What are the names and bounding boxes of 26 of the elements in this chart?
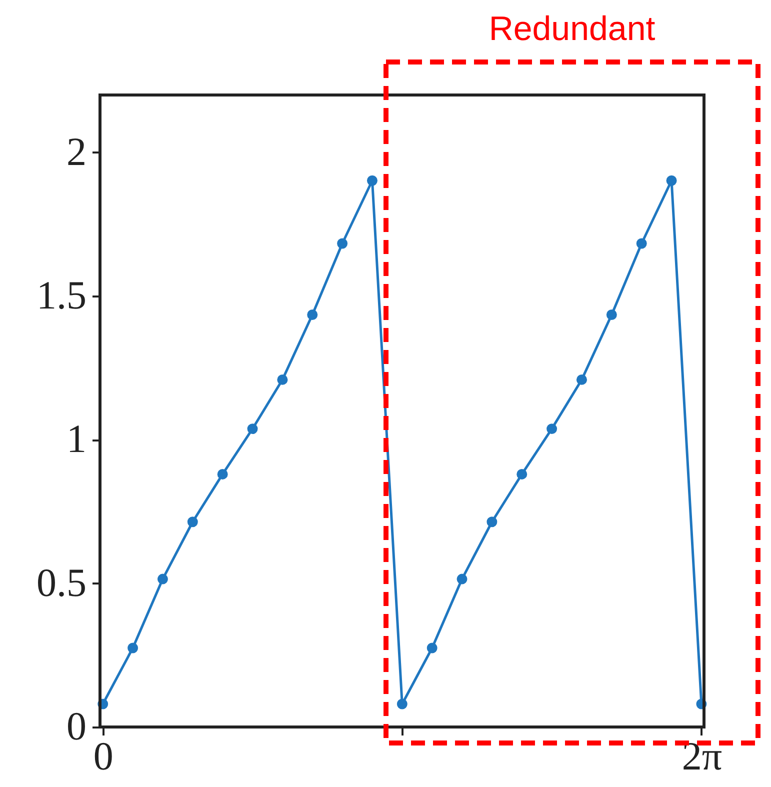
- y-tick-label: 1.5: [36, 272, 86, 318]
- y-tick-label: 0.5: [36, 560, 86, 605]
- x-tick-label: 2π: [682, 734, 722, 778]
- y-tick-label: 0: [66, 704, 86, 748]
- point: [277, 374, 288, 385]
- point: [307, 310, 318, 320]
- point: [337, 238, 348, 249]
- point: [366, 175, 378, 186]
- point: [666, 175, 677, 186]
- point: [426, 642, 438, 654]
- point: [546, 424, 558, 434]
- y-tick-label: 1: [66, 416, 86, 462]
- point: [157, 574, 168, 584]
- point: [486, 516, 498, 528]
- point: [456, 574, 468, 584]
- point: [187, 516, 198, 528]
- point: [128, 642, 138, 654]
- text: Redundant: [488, 10, 656, 48]
- point: [576, 374, 587, 385]
- point: [396, 698, 408, 710]
- point: [516, 468, 528, 480]
- point: [636, 238, 647, 249]
- point: [606, 310, 617, 320]
- y-tick-label: 2: [66, 128, 86, 174]
- point: [217, 468, 228, 480]
- point: [247, 424, 258, 434]
